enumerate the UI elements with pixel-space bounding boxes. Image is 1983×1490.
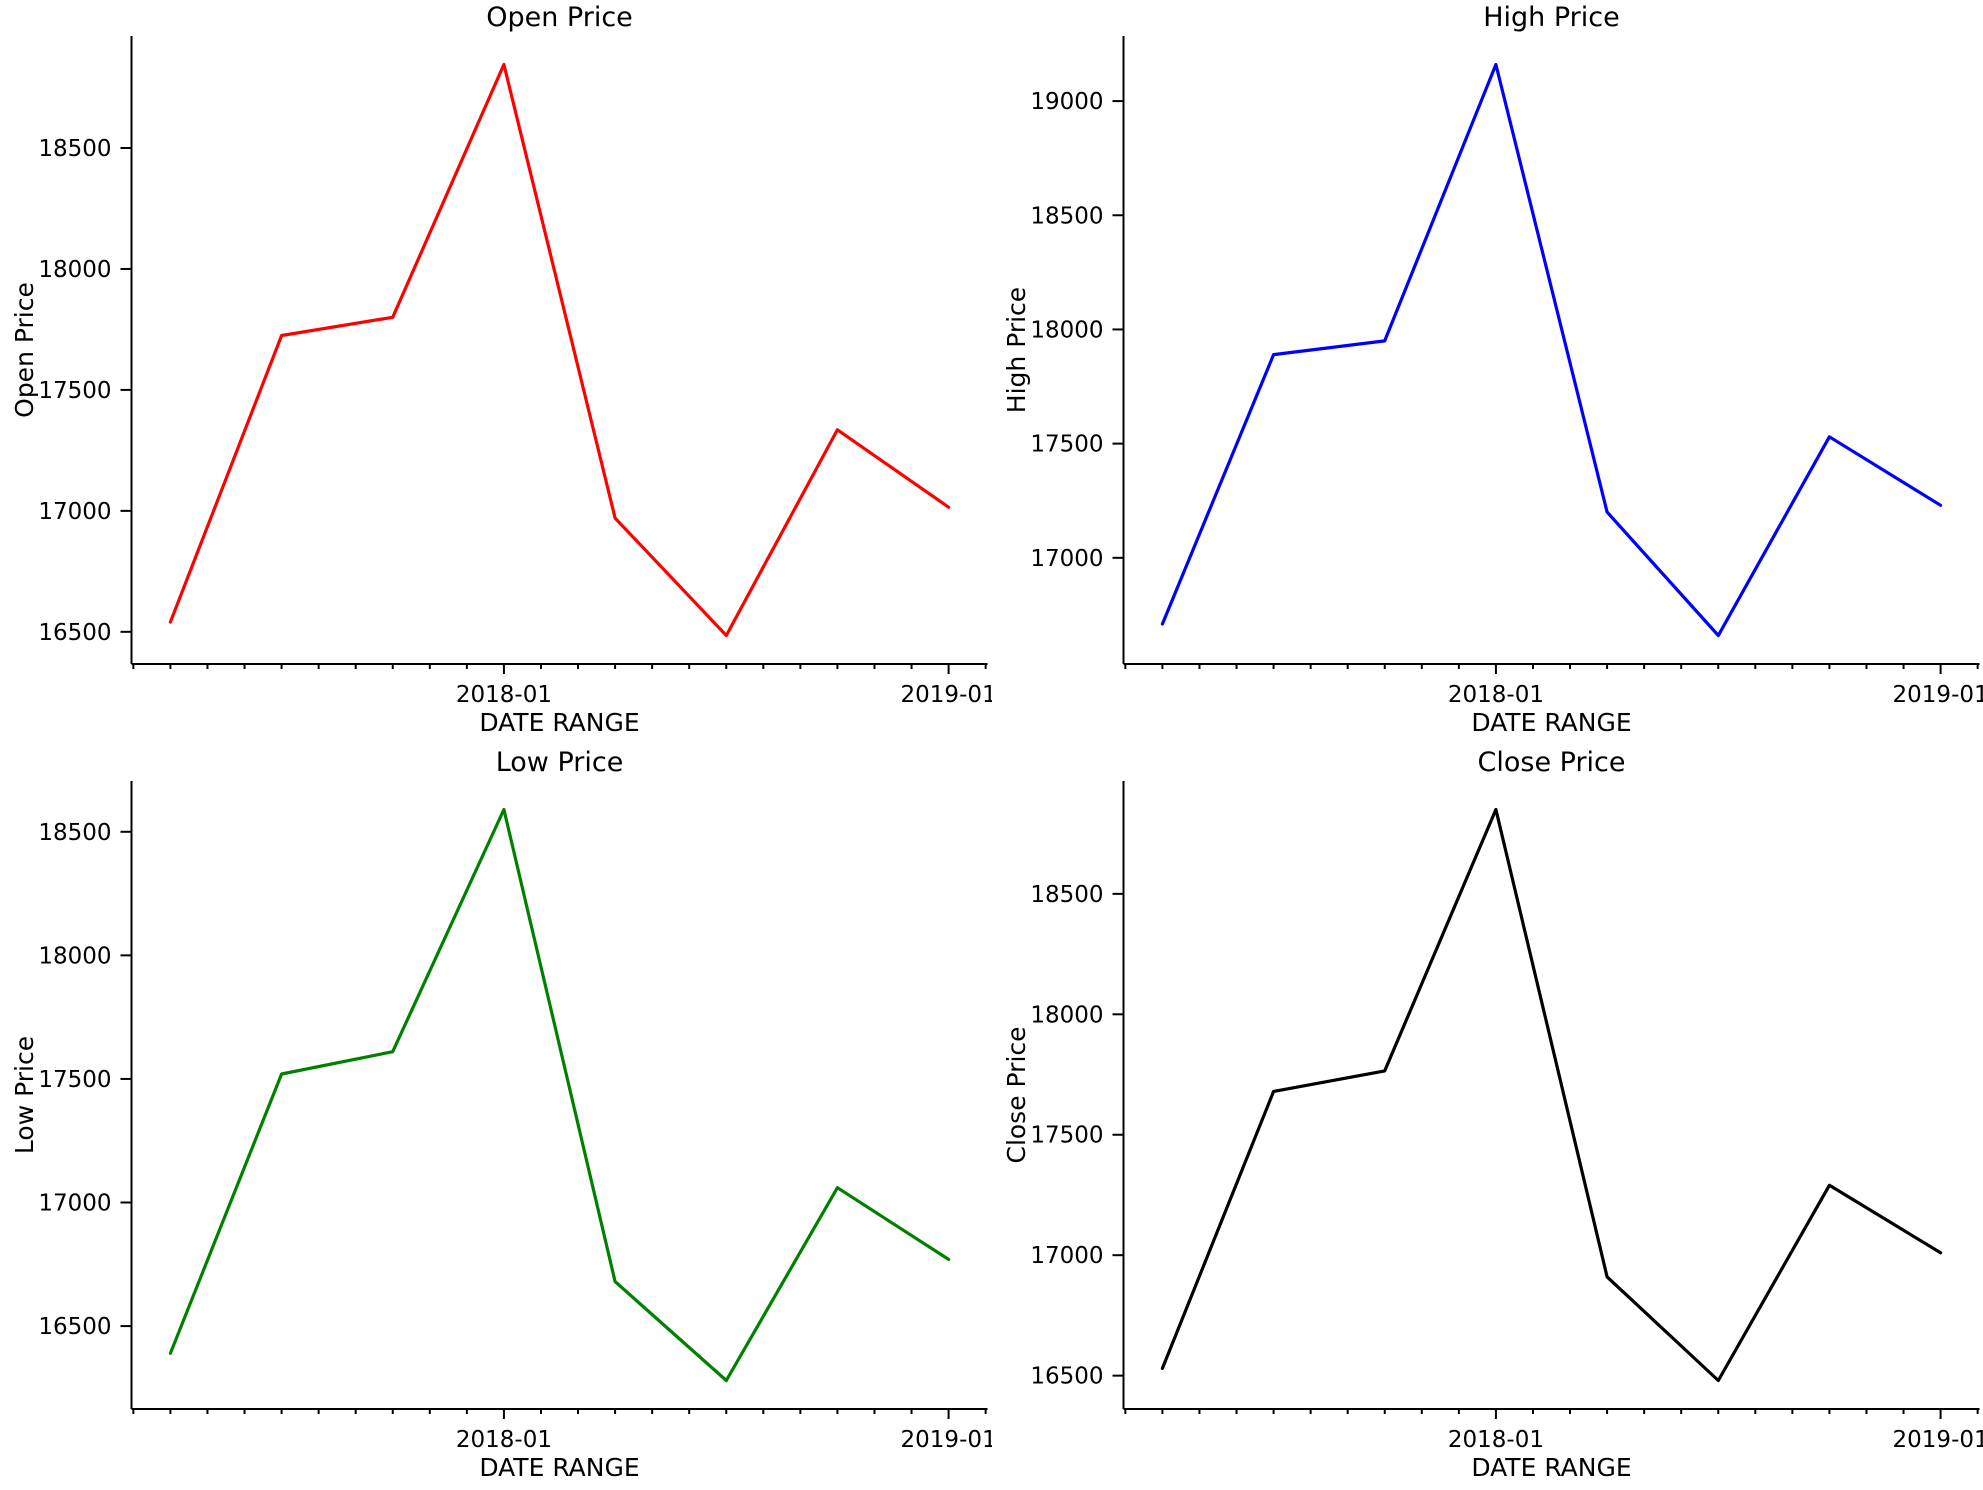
- x-axis: 2018-01 2019-01: [1123, 664, 1983, 708]
- y-tick-label: 17000: [1030, 1243, 1103, 1269]
- subplot-high-price: 17000 17500 18000 18500 19000 2018-01 2019-01 H…: [992, 0, 1983, 745]
- y-axis-label: High Price: [1002, 287, 1031, 413]
- x-tick-label: 2018-01: [1447, 682, 1543, 708]
- y-tick-label: 17500: [38, 378, 111, 404]
- y-tick-label: 16500: [38, 1314, 111, 1340]
- y-tick-label: 18500: [38, 820, 111, 846]
- x-tick-label: 2018-01: [456, 1427, 552, 1453]
- x-tick-label: 2019-01: [901, 1427, 992, 1453]
- open-price-chart: 16500 17000 17500 18000 18500 2018-01 2019-01 O…: [10, 2, 992, 737]
- y-tick-label: 18500: [1030, 203, 1103, 229]
- y-axis-label: Close Price: [1002, 1026, 1031, 1163]
- x-tick-label: 2019-01: [901, 682, 992, 708]
- low-price-chart: 16500 17000 17500 18000 18500 2018-01 2019-01 L…: [10, 747, 992, 1482]
- subplot-close-price: 16500 17000 17500 18000 18500 2018-01 2019-01 C…: [992, 745, 1983, 1490]
- y-tick-label: 18000: [1030, 317, 1103, 343]
- x-axis-label: DATE RANGE: [1471, 708, 1631, 737]
- y-tick-label: 17000: [38, 1191, 111, 1217]
- low-price-line: [168, 807, 951, 1383]
- y-tick-label: 17000: [1030, 546, 1103, 572]
- subplot-low-price: 16500 17000 17500 18000 18500 2018-01 2019-01 L…: [0, 745, 992, 1490]
- x-tick-label: 2018-01: [1447, 1427, 1543, 1453]
- high-price-line: [1160, 62, 1942, 638]
- x-tick-label: 2018-01: [456, 682, 552, 708]
- y-axis-label: Low Price: [10, 1036, 39, 1154]
- y-tick-label: 17500: [38, 1067, 111, 1093]
- subplot-open-price: 16500 17000 17500 18000 18500 2018-01 2019-01 O…: [0, 0, 992, 745]
- chart-title: Open Price: [486, 2, 633, 33]
- close-price-line: [1160, 807, 1942, 1383]
- y-tick-label: 18000: [1030, 1002, 1103, 1028]
- x-tick-label: 2019-01: [1892, 1427, 1983, 1453]
- y-tick-label: 16500: [1030, 1364, 1103, 1390]
- chart-title: High Price: [1483, 2, 1620, 33]
- x-axis-label: DATE RANGE: [1471, 1453, 1631, 1482]
- y-axis: 16500 17000 17500 18000 18500: [38, 136, 132, 646]
- y-tick-label: 18000: [38, 943, 111, 969]
- x-axis: 2018-01 2019-01: [1123, 1409, 1983, 1453]
- x-axis: 2018-01 2019-01: [132, 664, 992, 708]
- x-tick-label: 2019-01: [1892, 682, 1983, 708]
- chart-title: Low Price: [496, 747, 624, 778]
- y-tick-label: 19000: [1030, 89, 1103, 115]
- y-tick-label: 17500: [1030, 1123, 1103, 1149]
- high-price-chart: 17000 17500 18000 18500 19000 2018-01 2019-01 H…: [1002, 2, 1983, 737]
- y-tick-label: 16500: [38, 620, 111, 646]
- x-axis-label: DATE RANGE: [479, 708, 639, 737]
- y-tick-label: 18500: [38, 136, 111, 162]
- y-axis: 17000 17500 18000 18500 19000: [1030, 89, 1123, 572]
- y-axis-label: Open Price: [10, 282, 39, 418]
- y-tick-label: 18500: [1030, 882, 1103, 908]
- x-axis-label: DATE RANGE: [479, 1453, 639, 1482]
- open-price-line: [168, 62, 951, 638]
- y-axis: 16500 17000 17500 18000 18500: [38, 820, 132, 1340]
- chart-title: Close Price: [1477, 747, 1625, 778]
- y-axis: 16500 17000 17500 18000 18500: [1030, 882, 1123, 1390]
- y-tick-label: 17000: [38, 499, 111, 525]
- close-price-chart: 16500 17000 17500 18000 18500 2018-01 2019-01 C…: [1002, 747, 1983, 1482]
- x-axis: 2018-01 2019-01: [132, 1409, 992, 1453]
- y-tick-label: 18000: [38, 257, 111, 283]
- y-tick-label: 17500: [1030, 432, 1103, 458]
